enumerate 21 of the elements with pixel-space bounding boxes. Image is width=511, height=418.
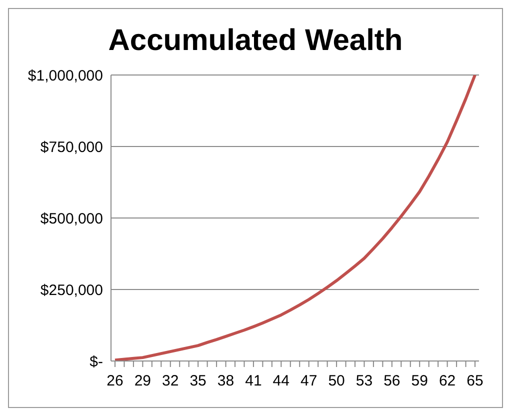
x-tick-label: 62 <box>438 372 456 390</box>
line-series <box>114 75 476 361</box>
x-tick-label: 47 <box>300 372 318 390</box>
y-tick-label: $750,000 <box>40 138 103 156</box>
y-tick-label: $250,000 <box>40 282 103 299</box>
x-tick-label: 56 <box>384 372 400 390</box>
x-tick-label: 26 <box>106 372 124 390</box>
y-tick-label: $- <box>90 353 103 370</box>
x-tick-label: 38 <box>217 372 234 390</box>
x-tick-label: 50 <box>328 372 345 390</box>
x-tick-label: 32 <box>162 372 179 390</box>
x-tick-label: 41 <box>245 372 262 390</box>
x-tick-label: 44 <box>272 372 290 390</box>
y-tick-label: $1,000,000 <box>28 67 103 84</box>
x-tick-label: 59 <box>411 372 428 390</box>
chart-title: Accumulated Wealth <box>107 23 404 59</box>
x-tick-label: 29 <box>134 372 152 390</box>
x-tick-label: 65 <box>466 372 484 390</box>
x-tick-label: 35 <box>190 372 206 390</box>
y-tick-label: $500,000 <box>40 210 103 228</box>
x-tick-label: 53 <box>356 372 373 390</box>
